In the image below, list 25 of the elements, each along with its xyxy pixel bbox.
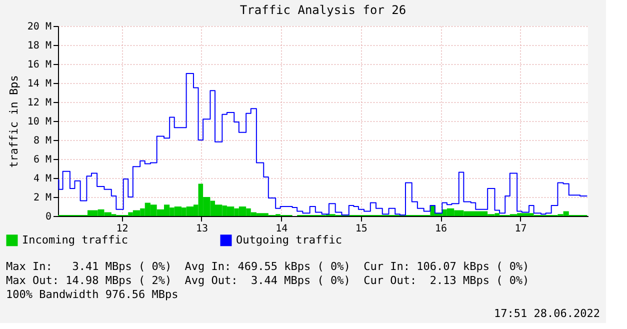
y-tick-label: 0 <box>45 212 52 222</box>
x-tick-label: 17 <box>514 224 527 234</box>
text: Max In: 3.41 MBps ( 0%) Avg In: 469.55 kBps ( 0%) Cur In: 106.07 kBps ( 0%) <box>6 260 530 273</box>
y-axis-title: traffic in Bps <box>7 75 20 168</box>
legend-label: Outgoing traffic <box>236 233 342 246</box>
y-tick-label: 20 M <box>27 22 52 32</box>
legend-label: Incoming traffic <box>22 233 128 246</box>
text: 17:51 28.06.2022 <box>494 306 600 320</box>
chart-title: Traffic Analysis for 26 <box>240 3 406 17</box>
y-tick-label: 12 M <box>27 98 52 108</box>
y-tick-label: 14 M <box>27 78 52 90</box>
x-tick-label: 12 <box>116 224 128 234</box>
y-tick-label: 2 M <box>33 192 52 204</box>
y-tick-label: 16 M <box>27 60 52 70</box>
x-tick-label: 15 <box>355 224 368 234</box>
text: 100% Bandwidth 976.56 MBps <box>6 288 178 301</box>
x-tick-label: 13 <box>196 224 208 234</box>
y-tick-label: 18 M <box>27 40 52 52</box>
x-tick-label: 14 <box>276 224 288 234</box>
y-tick-label: 6 M <box>33 154 52 166</box>
text: Max Out: 14.98 MBps ( 2%) Avg Out: 3.44 MBps ( 0%) Cur Out: 2.13 MBps ( 0%) <box>6 274 530 287</box>
y-tick-label: 4 M <box>33 174 52 184</box>
x-tick-label: 16 <box>435 224 448 234</box>
y-tick-label: 8 M <box>33 136 52 146</box>
y-tick-label: 10 M <box>27 116 52 128</box>
